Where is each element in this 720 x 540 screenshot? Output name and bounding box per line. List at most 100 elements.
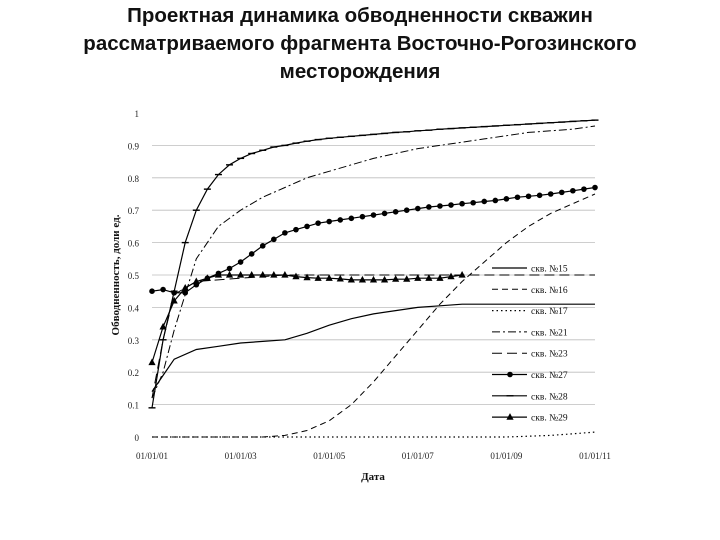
legend-label: скв. №23 bbox=[531, 350, 568, 360]
data-point bbox=[303, 273, 311, 281]
data-point bbox=[271, 236, 277, 243]
data-point bbox=[437, 203, 443, 209]
data-point bbox=[170, 296, 178, 304]
y-tick-label: 0.3 bbox=[128, 336, 140, 346]
data-point bbox=[248, 251, 255, 257]
data-point bbox=[292, 272, 300, 280]
data-point bbox=[581, 186, 587, 192]
series-7 bbox=[148, 119, 599, 409]
data-point bbox=[359, 213, 366, 220]
y-tick-label: 0.8 bbox=[128, 174, 140, 184]
series-line bbox=[151, 119, 596, 408]
data-point bbox=[259, 271, 267, 278]
x-tick-label: 01/01/03 bbox=[225, 451, 258, 461]
y-tick-label: 0.4 bbox=[128, 303, 140, 313]
x-axis-ticks: 01/01/01 01/01/03 01/01/05 01/01/07 01/01/09… bbox=[136, 451, 611, 461]
x-tick-label: 01/01/05 bbox=[313, 451, 346, 461]
legend: скв. №15 скв. №16 скв. №17 скв. №21 скв. №23… bbox=[492, 265, 568, 424]
data-point bbox=[358, 275, 367, 283]
data-point bbox=[470, 199, 476, 206]
data-point bbox=[160, 286, 166, 293]
legend-label: скв. №21 bbox=[531, 328, 568, 338]
y-tick-label: 1 bbox=[135, 109, 140, 119]
x-tick-label: 01/01/09 bbox=[490, 451, 523, 461]
legend-item: скв. №17 bbox=[492, 307, 568, 317]
data-point bbox=[259, 243, 266, 249]
series-line bbox=[151, 303, 595, 392]
series-3 bbox=[152, 431, 596, 438]
data-point bbox=[181, 283, 189, 291]
data-point bbox=[314, 274, 322, 281]
data-point bbox=[369, 275, 378, 283]
data-point bbox=[525, 193, 532, 200]
legend-label: скв. №15 bbox=[531, 265, 568, 275]
data-point bbox=[392, 209, 399, 215]
data-point bbox=[448, 202, 454, 208]
data-point bbox=[514, 194, 521, 201]
data-point bbox=[226, 265, 233, 272]
legend-item: скв. №29 bbox=[492, 413, 568, 424]
data-point bbox=[403, 207, 410, 213]
legend-item: скв. №16 bbox=[492, 286, 568, 296]
legend-label: скв. №29 bbox=[531, 414, 568, 424]
series-line bbox=[152, 431, 596, 438]
data-point bbox=[547, 191, 554, 197]
data-point bbox=[536, 192, 543, 199]
data-point bbox=[503, 196, 510, 202]
data-point bbox=[326, 218, 333, 225]
data-point bbox=[492, 197, 499, 204]
legend-item: скв. №27 bbox=[492, 371, 568, 381]
data-point bbox=[447, 272, 455, 280]
data-point bbox=[570, 187, 576, 194]
x-axis-label: Дата bbox=[361, 471, 385, 483]
data-point bbox=[425, 274, 433, 281]
series-5 bbox=[151, 274, 595, 399]
data-point bbox=[403, 275, 411, 282]
chart-title: Проектная динамика обводненности скважин… bbox=[0, 2, 720, 86]
data-point bbox=[281, 271, 289, 278]
legend-marker bbox=[506, 413, 514, 420]
y-tick-label: 0.9 bbox=[128, 141, 140, 151]
y-tick-label: 0.1 bbox=[128, 401, 139, 411]
data-point bbox=[149, 288, 155, 295]
data-point bbox=[270, 271, 278, 278]
title-line-1: Проектная динамика обводненности скважин bbox=[127, 4, 593, 27]
data-point bbox=[237, 271, 245, 278]
x-tick-label: 01/01/01 bbox=[136, 451, 168, 461]
y-tick-label: 0.6 bbox=[128, 239, 140, 249]
y-tick-label: 0.2 bbox=[128, 368, 139, 378]
series-line bbox=[152, 193, 596, 438]
data-point bbox=[182, 290, 189, 296]
data-point bbox=[458, 271, 466, 278]
data-point bbox=[325, 274, 333, 281]
y-axis-label: Обводненность, доли ед. bbox=[110, 214, 122, 335]
legend-marker bbox=[507, 371, 513, 378]
data-point bbox=[558, 189, 565, 196]
y-tick-label: 0.5 bbox=[128, 271, 140, 281]
data-point bbox=[192, 277, 200, 285]
data-point bbox=[336, 274, 344, 282]
legend-label: скв. №27 bbox=[531, 371, 568, 381]
legend-label: скв. №28 bbox=[531, 392, 568, 402]
x-tick-label: 01/01/11 bbox=[579, 451, 611, 461]
title-line-2: рассматриваемого фрагмента Восточно-Рого… bbox=[83, 32, 637, 55]
data-point bbox=[248, 271, 256, 278]
y-axis-ticks: 0 0.1 0.2 0.3 0.4 0.5 0.6 0.7 0.8 0.9 1 bbox=[128, 109, 140, 443]
series-8 bbox=[148, 271, 466, 366]
data-point bbox=[337, 217, 344, 223]
data-point bbox=[381, 210, 388, 217]
series-1 bbox=[151, 303, 595, 392]
legend-label: скв. №16 bbox=[531, 286, 568, 296]
data-point bbox=[426, 204, 432, 210]
series-line bbox=[151, 274, 595, 399]
title-line-3: месторождения bbox=[279, 60, 441, 83]
data-point bbox=[592, 184, 598, 191]
x-tick-label: 01/01/07 bbox=[402, 451, 435, 461]
data-point bbox=[159, 322, 167, 330]
series-line bbox=[151, 125, 596, 399]
data-point bbox=[293, 226, 299, 233]
data-point bbox=[214, 271, 223, 278]
series-lines bbox=[148, 119, 599, 438]
data-point bbox=[237, 259, 244, 265]
